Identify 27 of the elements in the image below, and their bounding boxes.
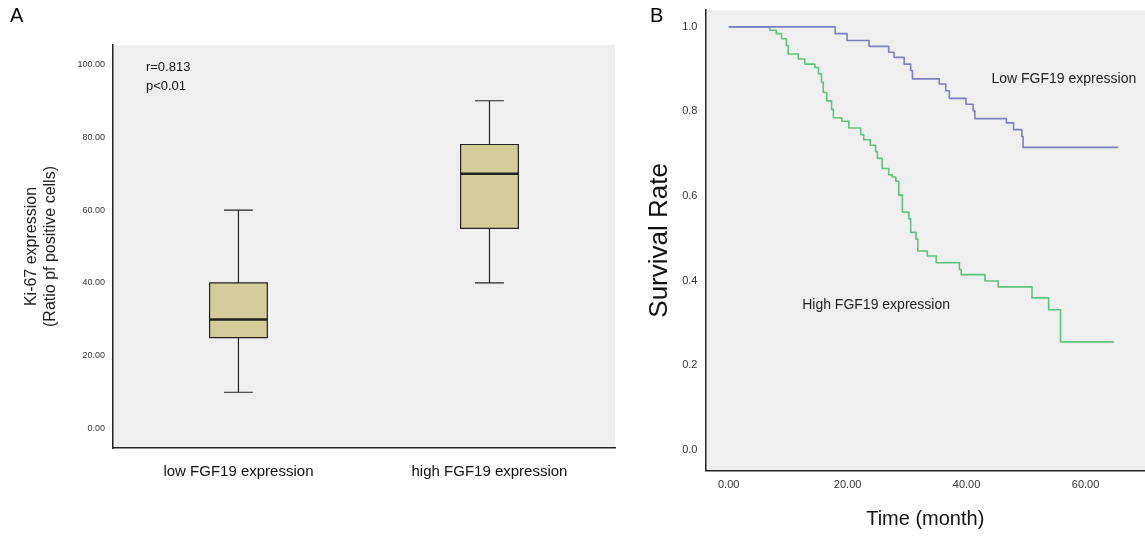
x-tick-label: low FGF19 expression xyxy=(163,462,314,480)
y-tick-label: 0.4 xyxy=(682,273,698,286)
y-tick-label: 0.6 xyxy=(682,189,698,202)
annotation: p<0.01 xyxy=(145,78,187,94)
y-tick-label: 1.0 xyxy=(682,19,698,32)
y-tick-label: 0.00 xyxy=(87,423,105,434)
series-label: Low FGF19 expression xyxy=(991,69,1137,86)
y-axis-title: Ki-67 expression (Ratio pf positive cells) xyxy=(22,166,59,327)
x-tick-label: high FGF19 expression xyxy=(411,462,568,480)
y-tick-label: 80.00 xyxy=(82,131,105,142)
y-tick-label: 40.00 xyxy=(82,277,105,288)
y-tick-label: 0.2 xyxy=(682,358,698,371)
x-tick-label: 20.00 xyxy=(833,478,862,491)
x-tick-label: 60.00 xyxy=(1071,478,1100,491)
y-tick-label: 0.0 xyxy=(682,442,698,455)
x-axis-title: Time (month) xyxy=(866,506,985,529)
y-axis-title: Survival Rate xyxy=(642,163,673,318)
annotation: r=0.813 xyxy=(145,59,191,75)
y-tick-label: 0.8 xyxy=(682,104,698,117)
y-tick-label: 20.00 xyxy=(82,350,105,361)
chart-title: A xyxy=(10,3,24,26)
chart-title: B xyxy=(650,3,664,26)
x-tick-label: 40.00 xyxy=(952,478,981,491)
y-tick-label: 100.00 xyxy=(77,58,105,69)
y-tick-label: 60.00 xyxy=(82,204,105,215)
x-tick-label: 0.00 xyxy=(717,478,740,491)
series-label: High FGF19 expression xyxy=(802,295,951,312)
